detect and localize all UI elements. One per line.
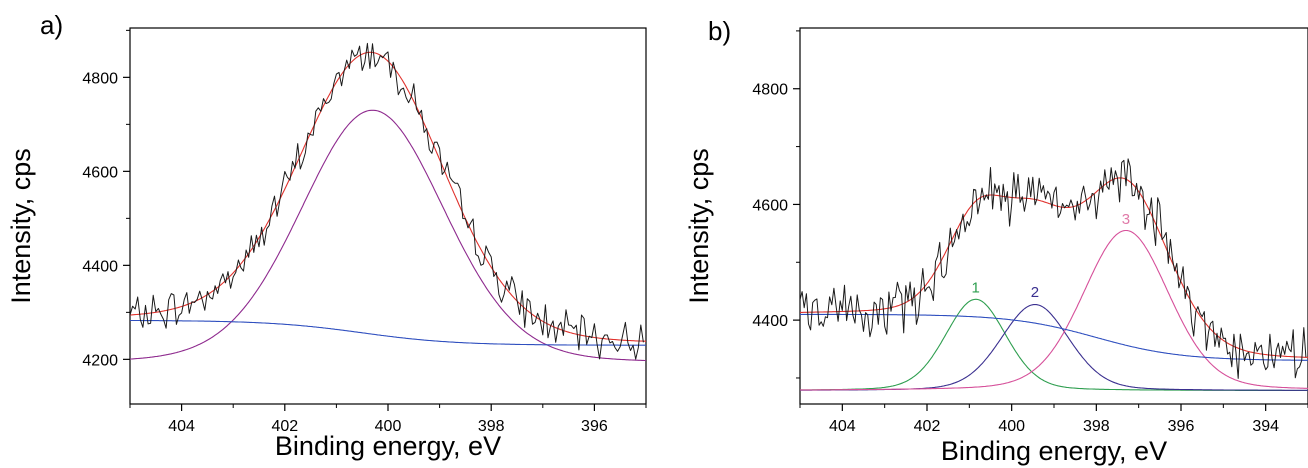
x-axis-title: Binding energy, eV xyxy=(941,436,1167,466)
series-component-peak xyxy=(130,109,646,362)
x-tick-label: 400 xyxy=(998,418,1025,435)
series-background xyxy=(130,319,646,346)
y-tick-label: 4400 xyxy=(752,313,788,330)
x-tick-label: 400 xyxy=(375,418,402,435)
chart-panel-2: 404 402 400 398 396 394 4400 4600 4800 b) Binding … xyxy=(684,16,1308,466)
x-tick-label: 398 xyxy=(1083,418,1110,435)
series-background xyxy=(800,313,1308,361)
peak-label-2: 2 xyxy=(1031,284,1039,301)
y-tick-label: 4800 xyxy=(82,70,118,87)
y-tick-label: 4400 xyxy=(82,258,118,275)
y-tick-label: 4600 xyxy=(82,164,118,181)
x-tick-label: 396 xyxy=(581,418,608,435)
x-tick-label: 404 xyxy=(168,418,195,435)
panel-label: a) xyxy=(40,10,63,40)
chart-panel-1: 404 402 400 398 396 4200 4400 4600 4800 a) Binding… xyxy=(6,10,647,461)
y-tick-label: 4800 xyxy=(752,82,788,99)
x-tick-label: 402 xyxy=(914,418,941,435)
x-tick-label: 394 xyxy=(1252,418,1279,435)
series-fit-envelope xyxy=(130,51,646,342)
y-tick-label: 4600 xyxy=(752,197,788,214)
plot-frame xyxy=(129,27,647,405)
y-axis-title: Intensity, cps xyxy=(684,148,714,304)
series-fit-envelope xyxy=(800,177,1308,358)
series-experimental xyxy=(130,42,644,360)
x-tick-label: 404 xyxy=(829,418,856,435)
panel-label: b) xyxy=(708,16,731,46)
y-tick-label: 4200 xyxy=(82,352,118,369)
series-component-3 xyxy=(800,229,1308,391)
y-axis-title: Intensity, cps xyxy=(6,148,36,304)
peak-label-1: 1 xyxy=(972,279,980,296)
peak-label-3: 3 xyxy=(1122,211,1130,228)
x-tick-label: 396 xyxy=(1168,418,1195,435)
x-axis-title: Binding energy, eV xyxy=(275,431,501,461)
series-experimental xyxy=(800,158,1307,379)
x-tick-label: 402 xyxy=(271,418,298,435)
x-tick-label: 398 xyxy=(478,418,505,435)
